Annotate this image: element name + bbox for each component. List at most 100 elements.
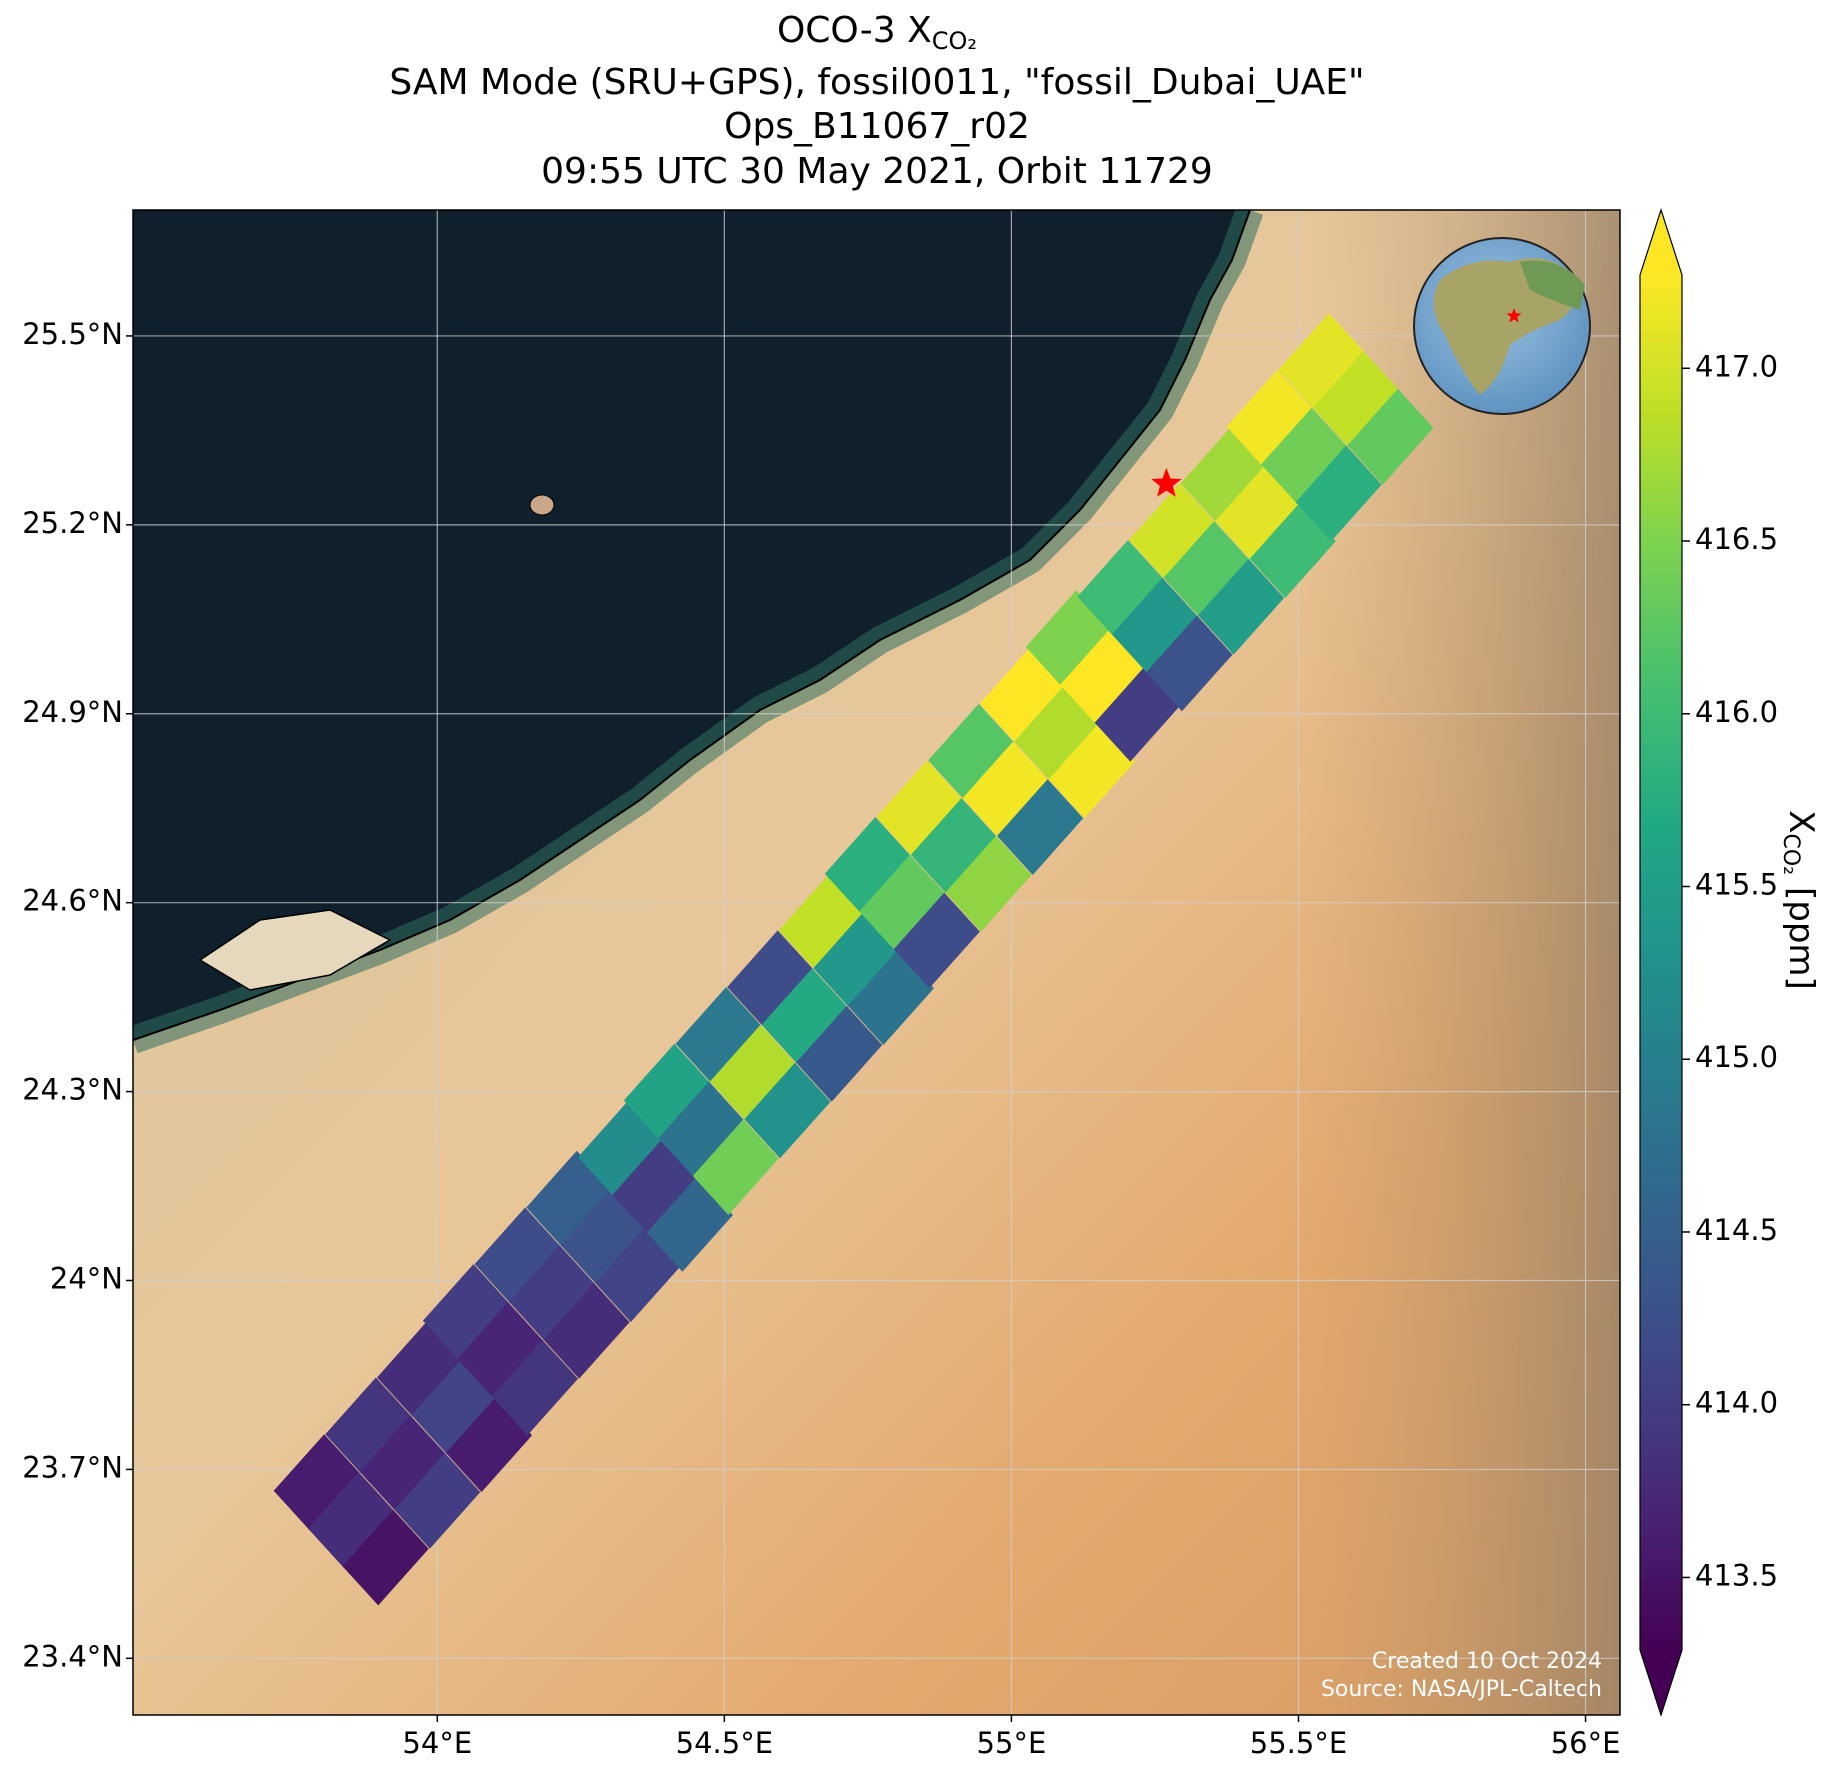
colorbar-segment: [1640, 1489, 1682, 1502]
colorbar-segment: [1640, 1329, 1682, 1342]
colorbar-segment: [1640, 1145, 1682, 1158]
subtitle: 09:55 UTC 30 May 2021, Orbit 11729: [541, 151, 1213, 192]
colorbar-segment: [1640, 1409, 1682, 1422]
colorbar-segment: [1640, 756, 1682, 769]
colorbar-segment: [1640, 1443, 1682, 1456]
colorbar-segment: [1640, 584, 1682, 597]
sounding: [1180, 426, 1267, 523]
sounding: [1129, 483, 1216, 579]
colorbar-segment: [1640, 710, 1682, 723]
sounding: [457, 1301, 544, 1398]
sounding: [1048, 722, 1135, 819]
colorbar-segment: [1640, 458, 1682, 471]
inset-globe: [1413, 237, 1591, 415]
sounding: [445, 1396, 532, 1493]
colorbar-segment: [1640, 847, 1682, 860]
colorbar-segment: [1640, 527, 1682, 540]
colorbar-segment: [1640, 1260, 1682, 1273]
grid: [133, 210, 1620, 1715]
sounding: [928, 703, 1015, 800]
subtitle: SAM Mode (SRU+GPS), fossil0011, "fossil_…: [389, 62, 1364, 103]
sounding: [778, 873, 865, 970]
colorbar-segment: [1640, 1191, 1682, 1204]
colorbar-segment: [1640, 1306, 1682, 1319]
colorbar-tick-label: 414.0: [1695, 1386, 1778, 1420]
x-tick-label: 56°E: [1551, 1726, 1621, 1760]
colorbar-segment: [1640, 1466, 1682, 1479]
colorbar-segment: [1640, 790, 1682, 803]
colorbar-segment: [1640, 939, 1682, 952]
colorbar-segment: [1640, 687, 1682, 700]
sounding: [359, 1415, 446, 1511]
colorbar: 413.5 414.0 414.5 415.0 415.5 416.0 416.5 417.0: [1639, 208, 1778, 1717]
colorbar-segment: [1640, 1237, 1682, 1250]
sounding: [612, 1138, 699, 1234]
colorbar-segment: [1640, 1294, 1682, 1307]
colorbar-segment: [1640, 676, 1682, 689]
colorbar-segment: [1640, 1581, 1682, 1594]
sounding: [1278, 313, 1365, 409]
colorbar-segment: [1640, 1317, 1682, 1330]
colorbar-segment: [1640, 366, 1682, 379]
target-star: [1151, 467, 1182, 497]
colorbar-segment: [1640, 378, 1682, 391]
sounding: [1146, 615, 1233, 712]
sounding: [342, 1509, 429, 1606]
sounding: [813, 911, 900, 1008]
colorbar-unit: [ppm]: [1782, 887, 1822, 990]
plot-frame: [132, 209, 1621, 1716]
colorbar-segment: [1640, 389, 1682, 402]
colorbar-segment: [1640, 721, 1682, 734]
sounding: [859, 854, 946, 951]
sounding: [1249, 502, 1336, 598]
colorbar-segment: [1640, 653, 1682, 666]
sounding: [761, 968, 848, 1064]
colorbar-segment: [1640, 1592, 1682, 1605]
sounding: [560, 1188, 647, 1285]
colorbar-segment: [1640, 870, 1682, 883]
colorbar-segment: [1640, 973, 1682, 987]
colorbar-segment: [1640, 550, 1682, 563]
colorbar-segment: [1640, 882, 1682, 895]
island: [529, 494, 555, 516]
colorbar-tick-label: 413.5: [1695, 1558, 1778, 1592]
coastline: [133, 210, 1251, 1041]
colorbar-segment: [1640, 1455, 1682, 1468]
y-tick-label: 23.7°N: [22, 1450, 123, 1484]
colorbar-segment: [1640, 595, 1682, 608]
colorbar-segment: [1640, 1546, 1682, 1559]
colorbar-segment: [1640, 1283, 1682, 1296]
sounding: [910, 798, 998, 894]
colorbar-segment: [1640, 1134, 1682, 1147]
sea: [133, 210, 1250, 1040]
sounding: [727, 930, 814, 1027]
sounding: [796, 1005, 883, 1102]
globe-land: [1520, 260, 1585, 310]
colorbar-segment: [1640, 1088, 1682, 1101]
sounding: [273, 1434, 360, 1530]
colorbar-segment: [1640, 469, 1682, 482]
colorbar-segment: [1640, 332, 1682, 345]
colorbar-segment: [1640, 1065, 1682, 1078]
colorbar-subscript: CO₂: [1778, 833, 1803, 875]
colorbar-frame: [1639, 208, 1683, 1717]
sounding: [325, 1377, 412, 1474]
colorbar-segment: [1640, 836, 1682, 849]
sounding: [595, 1226, 682, 1323]
colorbar-segment: [1640, 1008, 1682, 1021]
sounding: [526, 1150, 613, 1247]
colorbar-segment: [1640, 905, 1682, 918]
sounding: [744, 1062, 831, 1159]
colorbar-segment: [1640, 1386, 1682, 1399]
colorbar-segment: [1640, 1535, 1682, 1548]
sounding: [1226, 369, 1313, 466]
y-tick-label: 23.4°N: [22, 1639, 123, 1673]
colorbar-segment: [1640, 1512, 1682, 1525]
island: [198, 909, 392, 991]
title-subscript: CO₂: [932, 27, 977, 55]
x-tick-label: 55°E: [977, 1726, 1047, 1760]
colorbar-segment: [1640, 767, 1682, 780]
colorbar-segment: [1640, 1340, 1682, 1353]
colorbar-segment: [1640, 492, 1682, 505]
